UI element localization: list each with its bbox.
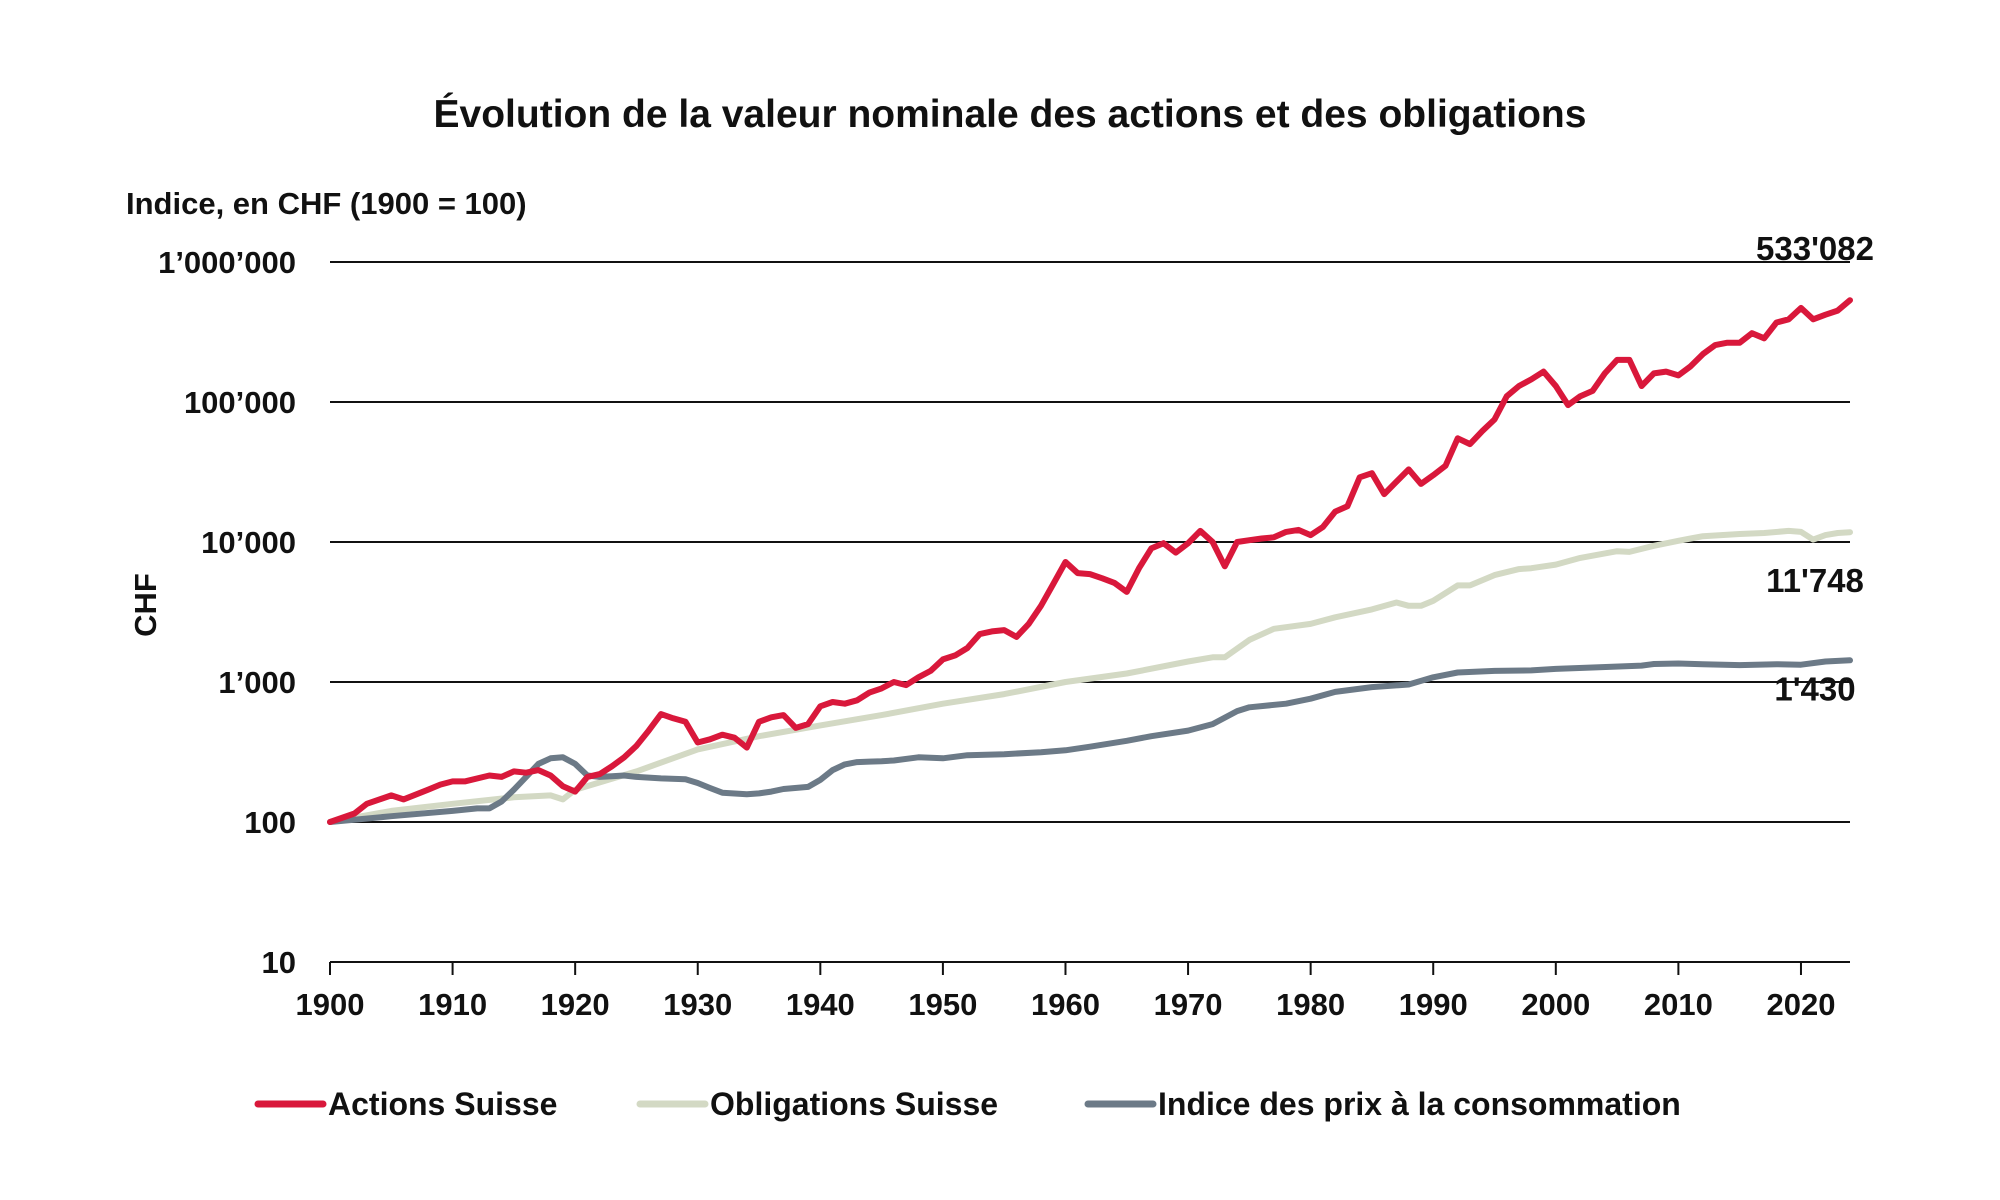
y-tick-label: 10’000 xyxy=(201,525,296,560)
legend: Actions Suisse Obligations Suisse Indice d… xyxy=(254,1086,1681,1122)
x-tick-label: 1910 xyxy=(418,987,487,1022)
x-tick-label: 1930 xyxy=(663,987,732,1022)
x-tick-label: 2000 xyxy=(1521,987,1590,1022)
series-line-0 xyxy=(327,297,1853,825)
y-tick-label: 10 xyxy=(262,945,296,980)
chart-title: Évolution de la valeur nominale des acti… xyxy=(434,92,1587,136)
x-tick-label: 1990 xyxy=(1399,987,1468,1022)
x-tick-label: 1940 xyxy=(786,987,855,1022)
end-labels: 533'082 11'748 1'430 xyxy=(1756,230,1874,707)
x-tick-label: 1920 xyxy=(541,987,610,1022)
y-axis-label: CHF xyxy=(128,573,163,637)
y-tick-label: 1’000 xyxy=(218,665,296,700)
x-tick-label: 1900 xyxy=(296,987,365,1022)
end-label-2: 1'430 xyxy=(1774,670,1855,707)
end-label-1: 11'748 xyxy=(1766,562,1864,599)
y-tick-label: 1’000’000 xyxy=(158,245,296,280)
chart-subtitle: Indice, en CHF (1900 = 100) xyxy=(126,186,527,221)
x-tick-label: 1970 xyxy=(1154,987,1223,1022)
series-lines xyxy=(327,297,1853,825)
end-label-0: 533'082 xyxy=(1756,230,1874,267)
x-tick-label: 2020 xyxy=(1766,987,1835,1022)
x-tick-label: 1950 xyxy=(908,987,977,1022)
legend-label-0: Actions Suisse xyxy=(328,1086,557,1122)
legend-label-2: Indice des prix à la consommation xyxy=(1158,1086,1681,1122)
x-tick-label: 1960 xyxy=(1031,987,1100,1022)
y-tick-label: 100 xyxy=(244,805,296,840)
x-tick-label: 2010 xyxy=(1644,987,1713,1022)
x-tick-label: 1980 xyxy=(1276,987,1345,1022)
x-axis-ticks: 1900 1910 1920 1930 1940 1950 1960 1970 1980 1990… xyxy=(296,962,1835,1022)
legend-label-1: Obligations Suisse xyxy=(710,1086,998,1122)
series-line-1 xyxy=(327,527,1853,825)
y-tick-label: 100’000 xyxy=(184,385,296,420)
gridlines xyxy=(330,261,1850,963)
series-line-2 xyxy=(327,657,1853,825)
y-axis-ticks: 1’000’000 100’000 10’000 1’000 100 10 xyxy=(158,245,296,980)
